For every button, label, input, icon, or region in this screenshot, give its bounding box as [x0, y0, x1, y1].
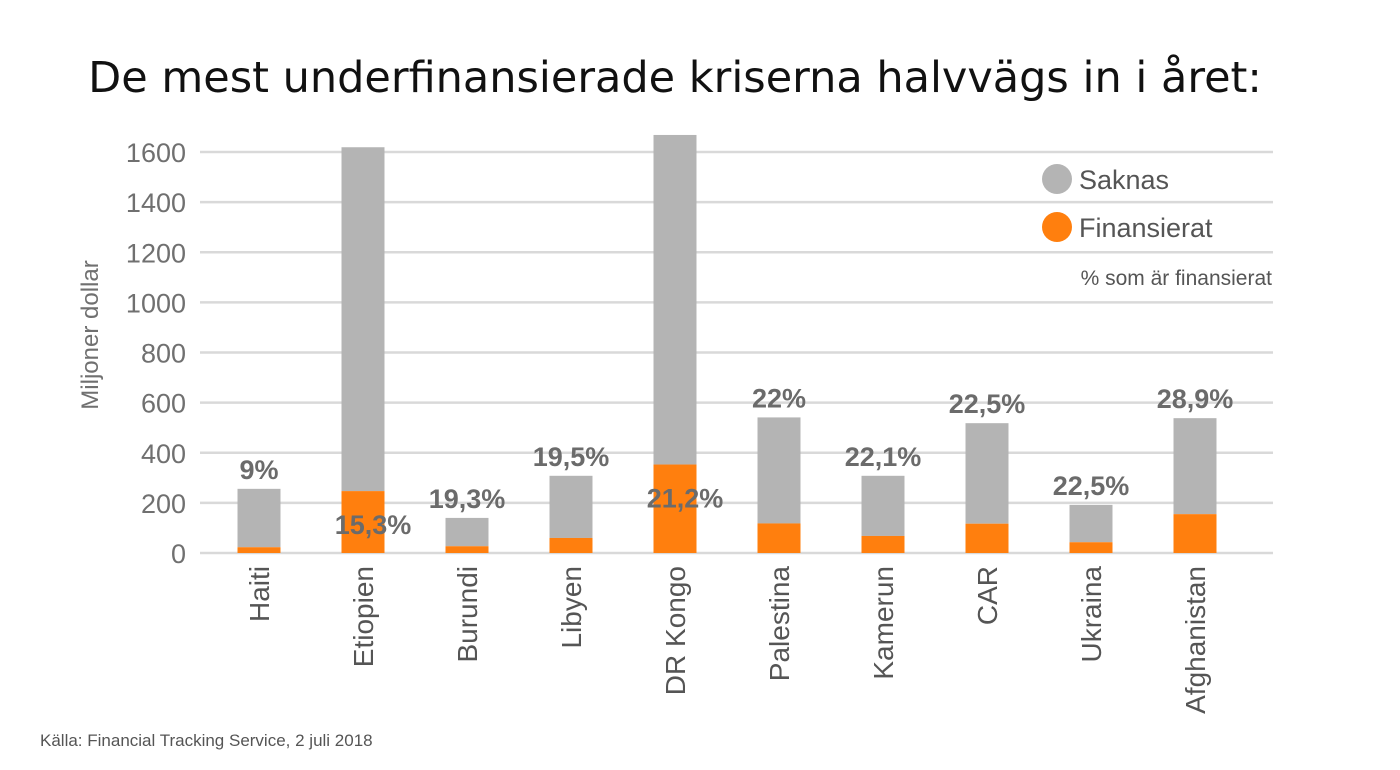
legend-note: % som är finansierat [1081, 267, 1273, 290]
percent-label: 19,3% [429, 484, 506, 514]
percent-labels: 9% 15,3% 19,3% 19,5% 21,2% 22% 22,1% 22,5% 22,5%… [239, 383, 1233, 540]
x-tick-label: DR Kongo [660, 566, 691, 695]
legend: Saknas Finansierat % som är finansierat [1042, 164, 1272, 290]
y-tick-label: 1200 [126, 238, 186, 268]
bars [237, 134, 1217, 553]
x-axis-labels: Haiti Etiopien Burundi Libyen DR Kongo Palest… [244, 566, 1211, 714]
bar-saknas [341, 147, 385, 492]
percent-label: 22,5% [1053, 471, 1130, 501]
y-tick-label: 1000 [126, 288, 186, 318]
legend-label-saknas: Saknas [1079, 165, 1169, 195]
y-axis-ticks: 0 200 400 600 800 1000 1200 1400 1600 [126, 138, 186, 569]
legend-swatch-saknas [1042, 164, 1072, 194]
legend-swatch-finansierat [1042, 212, 1072, 242]
x-tick-label: Etiopien [348, 566, 379, 667]
source-note: Källa: Financial Tracking Service, 2 jul… [40, 731, 373, 750]
bar-finansierat [653, 464, 697, 553]
bar-finansierat [861, 535, 905, 553]
bar-saknas [445, 517, 489, 547]
percent-label: 22,5% [949, 389, 1026, 419]
bar-saknas [1069, 504, 1113, 543]
bar-finansierat [445, 546, 489, 553]
y-tick-label: 200 [141, 489, 186, 519]
bar-saknas [861, 475, 905, 536]
x-tick-label: Ukraina [1076, 566, 1107, 663]
y-tick-label: 800 [141, 339, 186, 369]
chart-title: De mest underfinansierade kriserna halvv… [88, 53, 1262, 103]
bar-saknas [237, 488, 281, 548]
x-tick-label: Libyen [556, 566, 587, 649]
x-tick-label: Palestina [764, 566, 795, 682]
percent-label: 9% [239, 455, 278, 485]
bar-finansierat [1173, 514, 1217, 553]
percent-label: 21,2% [647, 484, 724, 514]
bar-finansierat [549, 537, 593, 553]
bar-finansierat [237, 547, 281, 553]
legend-label-finansierat: Finansierat [1079, 213, 1213, 243]
y-tick-label: 1600 [126, 138, 186, 168]
bar-finansierat [965, 523, 1009, 553]
bar-saknas [653, 134, 697, 465]
percent-label: 19,5% [533, 442, 610, 472]
y-tick-label: 400 [141, 439, 186, 469]
x-tick-label: Haiti [244, 566, 275, 622]
y-tick-label: 600 [141, 389, 186, 419]
bar-saknas [1173, 418, 1217, 515]
y-axis-label: Miljoner dollar [77, 260, 104, 409]
percent-label: 28,9% [1157, 384, 1234, 414]
x-tick-label: Afghanistan [1180, 566, 1211, 714]
percent-label: 22,1% [845, 442, 922, 472]
bar-saknas [757, 417, 801, 524]
x-tick-label: CAR [972, 566, 1003, 625]
bar-finansierat [757, 523, 801, 553]
percent-label: 15,3% [335, 510, 412, 540]
y-tick-label: 1400 [126, 188, 186, 218]
x-tick-label: Burundi [452, 566, 483, 663]
x-tick-label: Kamerun [868, 566, 899, 680]
bar-saknas [965, 423, 1009, 524]
percent-label: 22% [752, 383, 806, 413]
bar-finansierat [341, 491, 385, 553]
bar-saknas [549, 475, 593, 538]
y-tick-label: 0 [171, 539, 186, 569]
bar-finansierat [1069, 542, 1113, 553]
